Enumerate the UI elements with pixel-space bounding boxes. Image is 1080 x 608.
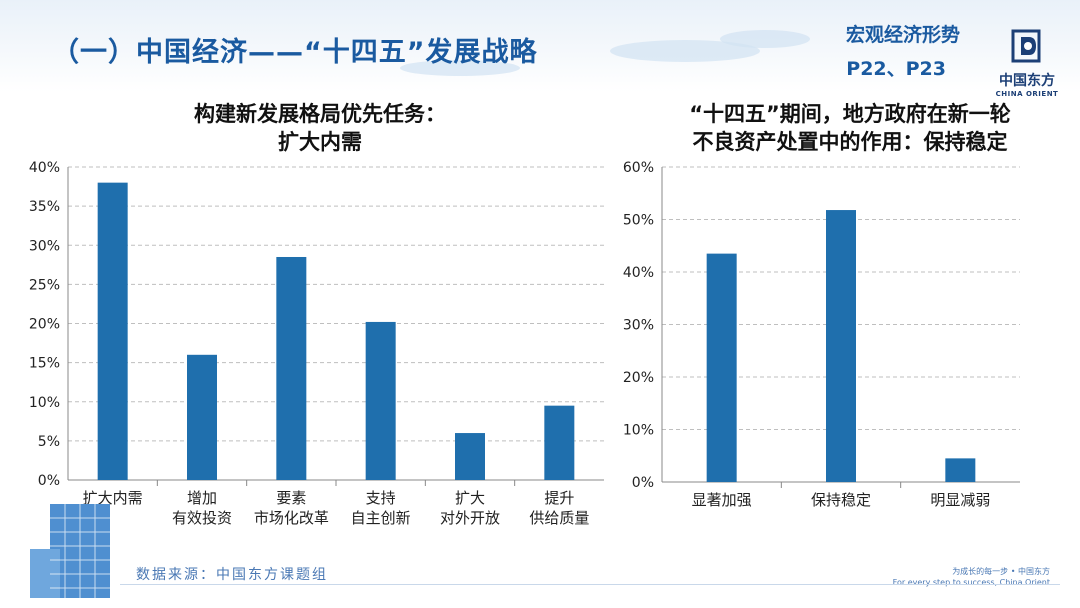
y-tick-label: 40%: [29, 160, 60, 176]
section-label: 宏观经济形势: [845, 24, 960, 46]
y-tick-label: 30%: [29, 238, 60, 254]
bar: [276, 256, 307, 480]
y-tick-label: 10%: [29, 395, 60, 411]
slogan-en: For every step to success, China Orient: [892, 578, 1050, 587]
x-category-label: 扩大内需: [83, 489, 143, 507]
x-category-label: 扩大: [455, 489, 485, 507]
y-tick-label: 40%: [623, 265, 654, 281]
bar: [187, 354, 217, 480]
y-tick-label: 15%: [29, 356, 60, 372]
bar: [706, 253, 737, 482]
y-tick-label: 0%: [38, 473, 60, 489]
x-category-label: 要素: [276, 489, 306, 507]
chart2-title-line: “十四五”期间，地方政府在新一轮: [689, 102, 1011, 126]
y-tick-label: 50%: [623, 213, 654, 229]
footer-divider: [120, 584, 1060, 585]
cloud-decoration: [720, 30, 810, 48]
y-tick-label: 10%: [623, 423, 654, 439]
logo-text-en: CHINA ORIENT: [995, 90, 1059, 98]
y-tick-label: 20%: [623, 370, 654, 386]
cloud-decoration: [400, 60, 520, 76]
bar: [365, 321, 396, 480]
y-tick-label: 60%: [623, 160, 654, 176]
x-category-label: 有效投资: [172, 509, 232, 527]
x-category-label: 提升: [544, 489, 574, 507]
chart1-title: 构建新发展格局优先任务： 扩大内需: [150, 100, 490, 156]
building-illustration-icon: [30, 504, 110, 598]
company-logo: 中国东方 CHINA ORIENT: [987, 28, 1067, 98]
x-category-label: 市场化改革: [254, 509, 329, 527]
bar: [544, 405, 575, 480]
slogan-cn: 为成长的每一步 • 中国东方: [952, 567, 1050, 576]
footer-slogan: 为成长的每一步 • 中国东方 For every step to success…: [893, 566, 1050, 588]
cloud-decoration: [610, 40, 760, 62]
x-category-label: 供给质量: [529, 509, 589, 527]
chart1-title-line: 扩大内需: [278, 130, 362, 154]
x-category-label: 显著加强: [692, 491, 752, 509]
page-reference: P22、P23: [846, 58, 946, 80]
chart1-title-line: 构建新发展格局优先任务：: [194, 102, 446, 126]
page-title: （一）中国经济——“十四五”发展战略: [52, 37, 538, 68]
bar: [455, 433, 485, 480]
logo-mark-icon: [1011, 29, 1041, 63]
bar: [945, 458, 976, 482]
bar: [826, 210, 856, 483]
data-source: 数据来源：中国东方课题组: [136, 567, 328, 583]
y-tick-label: 30%: [623, 318, 654, 334]
x-category-label: 支持: [366, 489, 396, 507]
y-tick-label: 0%: [632, 475, 654, 491]
x-category-label: 明显减弱: [930, 491, 990, 509]
logo-text-cn: 中国东方: [999, 73, 1055, 89]
x-category-label: 增加: [187, 489, 217, 507]
y-tick-label: 35%: [29, 199, 60, 215]
y-tick-label: 5%: [38, 434, 60, 450]
x-category-label: 对外开放: [440, 509, 500, 527]
header-background: [0, 0, 1080, 92]
chart2-title: “十四五”期间，地方政府在新一轮 不良资产处置中的作用：保持稳定: [650, 100, 1050, 156]
y-tick-label: 20%: [29, 317, 60, 333]
x-category-label: 自主创新: [351, 509, 411, 527]
y-tick-label: 25%: [29, 277, 60, 293]
bar: [97, 182, 128, 480]
chart2-title-line: 不良资产处置中的作用：保持稳定: [692, 130, 1008, 154]
x-category-label: 保持稳定: [811, 491, 871, 509]
